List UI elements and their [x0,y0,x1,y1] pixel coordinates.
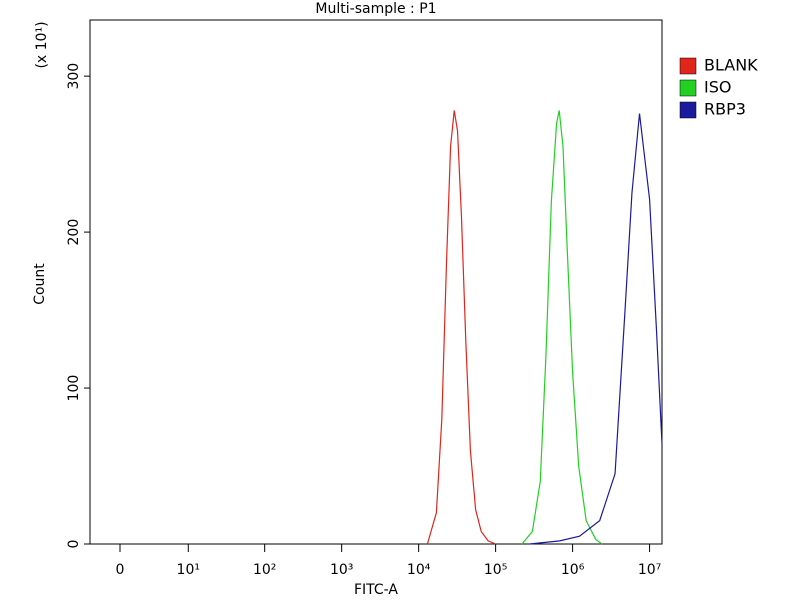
series-line [521,110,603,545]
y-tick-label: 100 [66,375,82,402]
plot-frame [89,19,663,545]
x-tick-label: 10⁶ [561,562,585,578]
x-tick-label: 10⁴ [407,562,431,578]
legend-label: BLANK [704,56,758,75]
y-tick-label: 200 [66,219,82,246]
y-tick-label: 300 [66,63,82,90]
y-tick-label: 0 [66,540,82,549]
chart-title: Multi-sample : P1 [315,1,436,17]
x-tick-label: 10⁷ [638,562,661,578]
x-tick-label: 10¹ [177,562,200,578]
x-tick-label: 0 [116,562,125,578]
series-line [426,110,496,545]
y-axis-label: Count [32,263,48,305]
y-multiplier: (x 10¹) [34,21,50,68]
legend-label: ISO [704,78,731,97]
x-tick-label: 10² [253,562,276,578]
legend-swatch [679,101,697,119]
x-tick-label: 10³ [330,562,353,578]
legend-swatch [679,57,697,75]
legend-swatch [679,79,697,97]
series-line [529,113,663,545]
x-axis-label: FITC-A [354,582,398,598]
legend-label: RBP3 [704,100,746,119]
x-tick-label: 10⁵ [484,562,507,578]
